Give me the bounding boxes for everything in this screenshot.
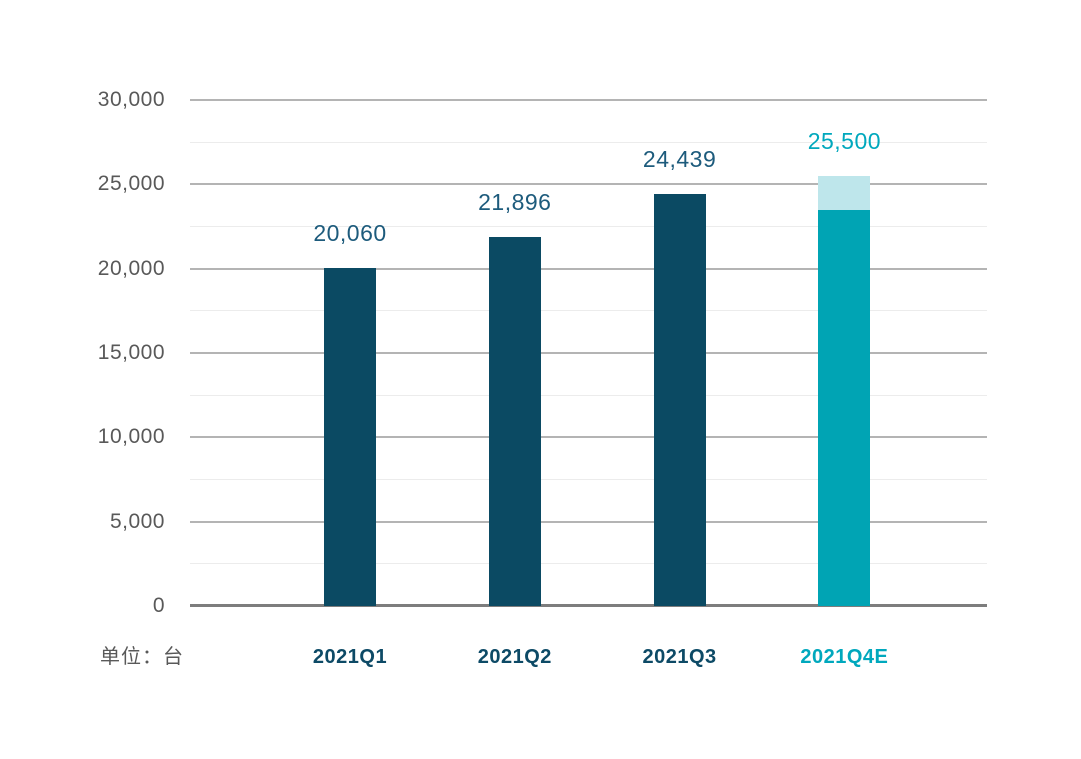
y-tick-label: 15,000 — [97, 341, 165, 364]
y-tick-label: 30,000 — [97, 88, 165, 111]
bar-2021q2 — [488, 236, 541, 606]
bar-2021q1 — [324, 267, 376, 606]
bar-segment-estimate — [818, 175, 871, 210]
gridline-minor — [190, 141, 987, 143]
gridline-minor — [190, 310, 987, 312]
value-label: 24,439 — [642, 145, 717, 172]
value-label: 21,896 — [478, 188, 552, 215]
bar-2021q3 — [653, 193, 706, 606]
value-label: 25,500 — [807, 127, 882, 154]
bar-2021q4e — [818, 175, 871, 606]
gridline-major — [190, 183, 987, 186]
gridline-major — [190, 352, 987, 354]
bar-segment-main — [818, 209, 871, 606]
x-axis-baseline — [190, 604, 987, 607]
gridline-minor — [190, 563, 987, 565]
gridline-minor — [190, 226, 987, 227]
gridline-major — [190, 99, 987, 101]
unit-label: 单位：台 — [100, 646, 184, 668]
gridline-major — [190, 520, 987, 523]
gridline-major — [190, 267, 987, 270]
category-label: 2021Q1 — [312, 646, 388, 668]
category-label: 2021Q3 — [642, 646, 717, 668]
gridline-major — [190, 436, 987, 439]
category-label: 2021Q4E — [800, 646, 889, 668]
y-tick-label: 5,000 — [109, 509, 165, 533]
y-tick-label: 25,000 — [97, 172, 165, 196]
y-tick-label: 20,000 — [97, 256, 165, 280]
plot-area: 20,060 21,896 24,439 25,500 — [190, 99, 987, 607]
y-tick-label: 0 — [152, 594, 165, 617]
category-label: 2021Q2 — [477, 646, 552, 668]
value-label: 20,060 — [313, 219, 387, 246]
gridline-minor — [190, 479, 987, 480]
gridline-minor — [190, 394, 987, 396]
y-tick-label: 10,000 — [97, 425, 165, 449]
